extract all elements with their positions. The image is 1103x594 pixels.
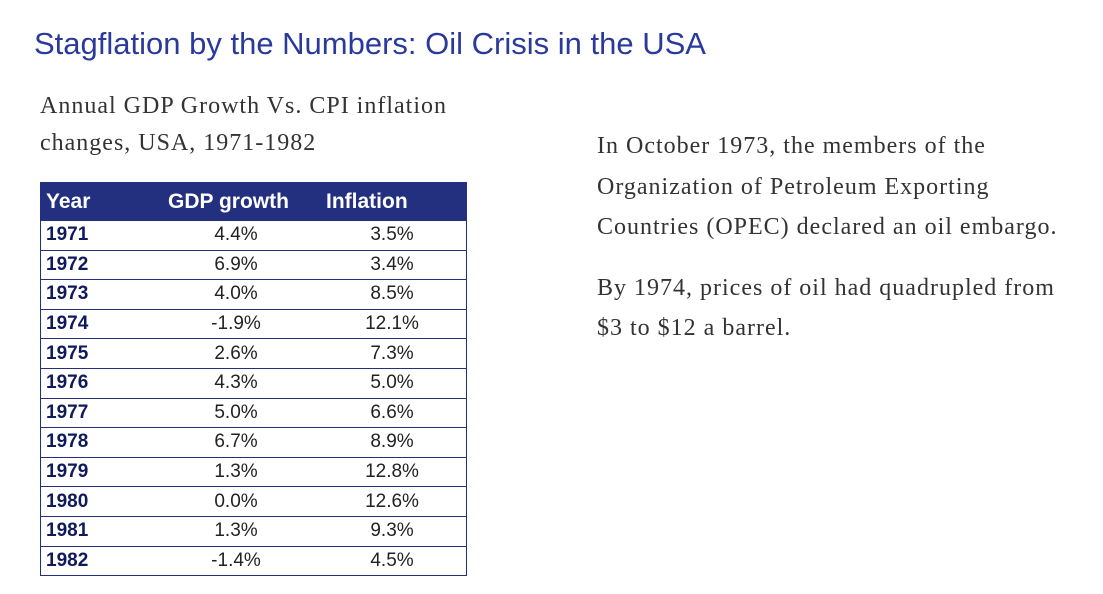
side-paragraph-1: In October 1973, the members of the Orga… [597, 133, 1058, 240]
year-cell: 1971 [46, 224, 89, 246]
table-row: 1972 6.9% 3.4% [40, 250, 467, 280]
caption-line-1: Annual GDP Growth Vs. CPI inflation [40, 93, 447, 119]
year-cell: 1972 [46, 253, 89, 275]
inflation-cell: 12.1% [365, 313, 419, 335]
year-cell: 1978 [46, 431, 89, 453]
table-row: 1978 6.7% 8.9% [40, 428, 467, 458]
inflation-cell: 8.9% [370, 431, 414, 453]
header-year: Year [46, 189, 91, 213]
inflation-cell: 6.6% [370, 401, 414, 423]
table-row: 1977 5.0% 6.6% [40, 398, 467, 428]
table-row: 1980 0.0% 12.6% [40, 487, 467, 517]
year-cell: 1977 [46, 401, 89, 423]
year-cell: 1973 [46, 283, 89, 305]
gdp-inflation-table: Year GDP growth Inflation 1971 4.4% 3.5% 19… [40, 182, 467, 577]
side-paragraph-2: By 1974, prices of oil had quadrupled fr… [597, 274, 1055, 342]
gdp-growth-cell: 4.0% [214, 283, 258, 305]
inflation-cell: 9.3% [370, 520, 414, 542]
year-cell: 1982 [46, 549, 89, 571]
year-cell: 1975 [46, 342, 89, 364]
inflation-cell: 3.4% [370, 253, 414, 275]
inflation-cell: 3.5% [370, 224, 414, 246]
gdp-growth-cell: 1.3% [214, 461, 258, 483]
table-body: 1971 4.4% 3.5% 1972 6.9% 3.4% 1973 4.0% 8.5% 1974… [40, 221, 467, 576]
table-row: 1974 -1.9% 12.1% [40, 309, 467, 339]
inflation-cell: 12.8% [365, 461, 419, 483]
year-cell: 1979 [46, 461, 89, 483]
year-cell: 1976 [46, 372, 89, 394]
gdp-growth-cell: 0.0% [214, 490, 258, 512]
year-cell: 1974 [46, 313, 89, 335]
gdp-growth-cell: -1.9% [211, 313, 261, 335]
header-gdp-growth: GDP growth [168, 189, 289, 213]
table-row: 1973 4.0% 8.5% [40, 280, 467, 310]
table-row: 1979 1.3% 12.8% [40, 457, 467, 487]
gdp-growth-cell: 6.9% [214, 253, 258, 275]
inflation-cell: 7.3% [370, 342, 414, 364]
gdp-growth-cell: 6.7% [214, 431, 258, 453]
gdp-growth-cell: 4.4% [214, 224, 258, 246]
table-header-row: Year GDP growth Inflation [40, 182, 467, 221]
table-row: 1975 2.6% 7.3% [40, 339, 467, 369]
table-caption: Annual GDP Growth Vs. CPI inflation chan… [40, 88, 560, 162]
caption-line-2: changes, USA, 1971-1982 [40, 130, 317, 156]
inflation-cell: 12.6% [365, 490, 419, 512]
side-text: In October 1973, the members of the Orga… [597, 126, 1087, 369]
table-row: 1982 -1.4% 4.5% [40, 546, 467, 576]
header-inflation: Inflation [326, 189, 408, 213]
year-cell: 1981 [46, 520, 89, 542]
table-row: 1971 4.4% 3.5% [40, 221, 467, 251]
page-title: Stagflation by the Numbers: Oil Crisis i… [34, 26, 706, 61]
table-row: 1976 4.3% 5.0% [40, 368, 467, 399]
inflation-cell: 8.5% [370, 283, 414, 305]
year-cell: 1980 [46, 490, 89, 512]
gdp-growth-cell: 4.3% [214, 372, 258, 394]
table-row: 1981 1.3% 9.3% [40, 516, 467, 547]
gdp-growth-cell: 1.3% [214, 520, 258, 542]
gdp-growth-cell: 5.0% [214, 401, 258, 423]
gdp-growth-cell: 2.6% [214, 342, 258, 364]
gdp-growth-cell: -1.4% [211, 549, 261, 571]
inflation-cell: 5.0% [370, 372, 414, 394]
inflation-cell: 4.5% [370, 549, 414, 571]
